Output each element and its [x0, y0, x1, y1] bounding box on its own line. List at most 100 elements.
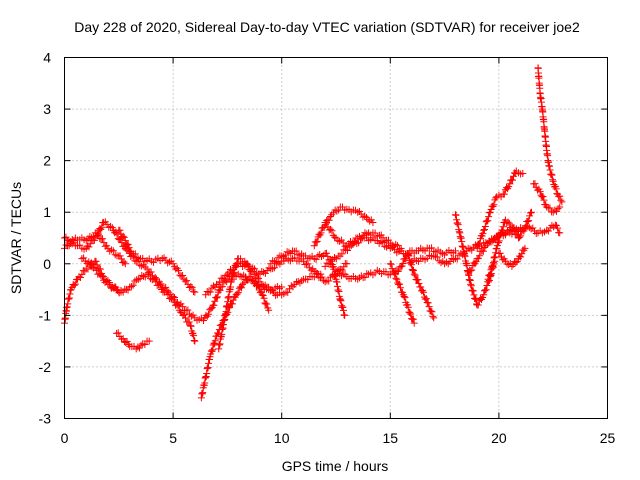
data-point: [321, 278, 329, 286]
data-point: [331, 271, 339, 279]
data-point: [392, 240, 400, 248]
x-tick-label: 0: [61, 430, 69, 446]
data-point: [87, 260, 95, 268]
data-point: [492, 249, 500, 257]
data-point: [430, 314, 438, 322]
data-point: [554, 205, 562, 213]
data-point: [554, 224, 562, 232]
series-arc21: [484, 208, 535, 283]
data-point: [516, 233, 524, 241]
data-point: [98, 272, 106, 280]
series-arc7: [197, 273, 273, 402]
data-point: [278, 252, 286, 260]
data-point: [455, 228, 463, 236]
series-arc22: [495, 244, 529, 270]
data-point: [190, 336, 198, 344]
data-point: [429, 312, 437, 320]
data-point: [489, 203, 497, 211]
data-point: [116, 226, 124, 234]
data-point: [254, 282, 262, 290]
data-point: [469, 287, 477, 295]
data-point: [466, 245, 474, 253]
data-point: [245, 262, 253, 270]
data-point: [519, 170, 527, 178]
data-point: [213, 293, 221, 301]
data-point: [467, 267, 475, 275]
y-tick-label: 0: [43, 256, 51, 272]
data-point: [428, 244, 436, 252]
data-point: [220, 275, 228, 283]
data-point: [527, 209, 535, 217]
data-point: [337, 272, 345, 280]
data-point: [453, 216, 461, 224]
data-point: [80, 254, 88, 262]
data-point: [490, 201, 498, 209]
data-point: [357, 272, 365, 280]
x-tick-label: 25: [600, 430, 616, 446]
data-points: [61, 64, 566, 402]
data-point: [239, 280, 247, 288]
data-point: [410, 266, 418, 274]
data-point: [517, 253, 525, 261]
data-point: [354, 208, 362, 216]
data-point: [185, 318, 193, 326]
x-axis-label: GPS time / hours: [282, 458, 389, 474]
series-arc16: [386, 260, 418, 327]
data-point: [399, 259, 407, 267]
data-point: [175, 267, 183, 275]
data-point: [272, 258, 280, 266]
data-point: [70, 239, 78, 247]
data-point: [500, 190, 508, 198]
data-point: [85, 243, 93, 251]
data-point: [210, 301, 218, 309]
data-point: [392, 274, 400, 282]
y-tick-label: -1: [39, 307, 52, 323]
data-point: [407, 310, 415, 318]
data-point: [433, 253, 441, 261]
data-point: [425, 303, 433, 311]
series-arc13: [321, 234, 459, 270]
data-point: [230, 266, 238, 274]
series-arc24: [530, 180, 564, 216]
data-point: [552, 185, 560, 193]
data-point: [404, 251, 412, 259]
data-point: [179, 272, 187, 280]
data-point: [556, 203, 564, 211]
data-point: [62, 233, 70, 241]
data-point: [495, 237, 503, 245]
data-point: [91, 263, 99, 271]
data-point: [361, 273, 369, 281]
data-point: [475, 240, 483, 248]
data-point: [114, 329, 122, 337]
data-point: [539, 193, 547, 201]
data-point: [272, 291, 280, 299]
data-point: [544, 227, 552, 235]
data-point: [263, 300, 271, 308]
data-point: [327, 225, 335, 233]
data-point: [211, 297, 219, 305]
series-arc3: [61, 257, 125, 327]
data-point: [428, 308, 436, 316]
data-point: [265, 306, 273, 314]
data-point: [231, 261, 239, 269]
data-point: [268, 286, 276, 294]
data-point: [490, 254, 498, 262]
data-point: [190, 332, 198, 340]
data-point: [379, 239, 387, 247]
data-point: [503, 260, 511, 268]
data-point: [137, 341, 145, 349]
data-point: [138, 262, 146, 270]
data-point: [284, 288, 292, 296]
data-point: [446, 258, 454, 265]
data-point: [70, 281, 78, 289]
data-point: [450, 256, 458, 264]
data-point: [520, 227, 528, 235]
data-point: [301, 260, 309, 268]
data-point: [464, 244, 472, 252]
x-tick-labels: 0 5 10 15 20 25: [61, 430, 616, 446]
data-point: [484, 275, 492, 283]
series-arc2: [61, 218, 286, 325]
data-point: [285, 248, 293, 256]
series-arc18: [451, 211, 499, 309]
data-point: [90, 236, 98, 244]
